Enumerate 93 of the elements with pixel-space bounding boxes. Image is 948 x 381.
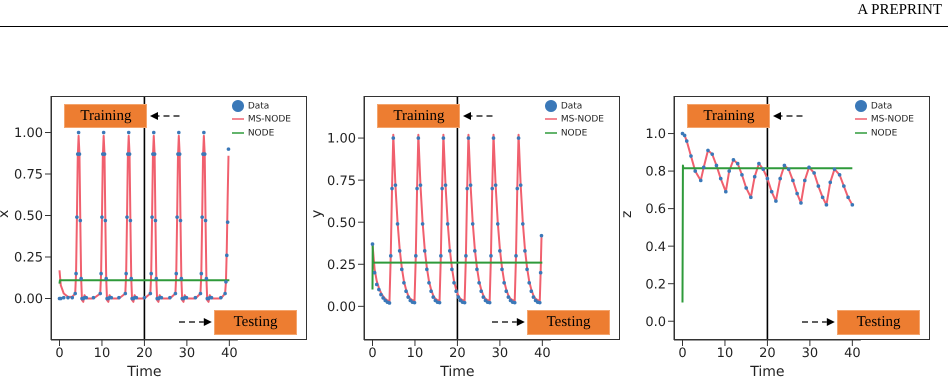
point (684, 139, 689, 143)
y-tick-label: 0.6 (645, 202, 666, 218)
point (698, 178, 703, 182)
point (807, 166, 811, 170)
x-tick-label: 20 (759, 346, 776, 362)
point (802, 178, 807, 182)
y-tick-label: 1.0 (645, 127, 666, 142)
point (702, 166, 706, 170)
point (786, 167, 790, 171)
y-axis-title: z (618, 210, 635, 218)
legend-label: NODE (248, 128, 274, 138)
point (795, 192, 799, 196)
annotation: Testing (836, 310, 920, 335)
point (744, 186, 748, 190)
x-tick-label: 20 (449, 346, 466, 362)
legend-label: MS-NODE (248, 114, 291, 125)
point (812, 171, 816, 175)
point (838, 173, 842, 177)
point (824, 203, 828, 207)
x-tick-label: 10 (406, 346, 424, 362)
y-tick-label: 0.2 (645, 277, 666, 292)
legend-label: Data (248, 101, 270, 112)
annotation: Training (64, 104, 148, 128)
point (770, 190, 774, 194)
y-tick-label: 0.50 (14, 209, 43, 224)
legend-label: MS-NODE (560, 114, 604, 125)
y-tick-label: 0.25 (327, 258, 356, 273)
y-tick-label: 0.25 (14, 250, 43, 266)
x-tick-label: 30 (802, 346, 818, 362)
y-tick-label: 0.75 (327, 174, 356, 189)
x-tick-label: 0 (678, 346, 687, 362)
x-tick-label: 20 (136, 346, 153, 362)
point (689, 154, 693, 158)
point (816, 184, 820, 188)
point (706, 148, 710, 152)
annotation: Testing (526, 310, 610, 335)
point (752, 174, 756, 179)
x-tick-label: 30 (178, 346, 196, 362)
x-tick-label: 10 (94, 346, 110, 362)
y-tick-label: 0.4 (645, 240, 666, 255)
point (799, 201, 803, 205)
legend-label: Data (560, 101, 582, 112)
x-axis-title: Time (126, 364, 162, 380)
point (828, 180, 832, 184)
point (757, 162, 761, 166)
point (766, 176, 770, 180)
y-axis-title: y (308, 210, 325, 218)
point (846, 196, 850, 200)
point (736, 162, 740, 166)
point (761, 167, 765, 171)
y-tick-label: 0.00 (327, 300, 356, 315)
point (693, 169, 698, 173)
legend-label: Data (870, 101, 892, 112)
point (778, 176, 782, 180)
y-tick-label: 0.0 (645, 314, 666, 330)
point (782, 164, 786, 168)
y-tick-label: 0.8 (645, 164, 666, 180)
point (774, 199, 778, 203)
y-tick-label: 0.75 (14, 168, 43, 183)
x-tick-label: 40 (221, 346, 238, 362)
y-tick-label: 1.00 (327, 132, 356, 147)
point (850, 203, 854, 207)
point (791, 178, 795, 182)
y-tick-label: 1.00 (14, 126, 43, 142)
y-tick-label: 0.50 (327, 216, 356, 231)
point (732, 158, 736, 162)
x-axis-title: Time (439, 364, 475, 380)
legend-label: MS-NODE (870, 114, 914, 125)
point (727, 169, 731, 173)
x-tick-label: 30 (492, 346, 508, 362)
point (749, 196, 753, 200)
annotation: Training (687, 104, 770, 128)
x-tick-label: 40 (844, 346, 861, 362)
point (710, 152, 714, 156)
x-tick-label: 10 (716, 346, 734, 362)
annotation: Training (377, 104, 460, 128)
annotation: Testing (214, 310, 298, 335)
point (832, 167, 836, 171)
text: A PREPRINT (857, 2, 942, 19)
x-tick-label: 40 (534, 346, 551, 362)
x-axis-title: Time (749, 364, 785, 380)
point (740, 173, 744, 177)
point (842, 184, 846, 188)
point (820, 196, 824, 200)
point (718, 176, 723, 180)
point (724, 190, 728, 194)
y-axis-title: x (0, 210, 12, 218)
legend-label: NODE (560, 128, 588, 138)
x-tick-label: 0 (55, 346, 64, 362)
x-tick-label: 0 (368, 346, 377, 362)
point (714, 164, 718, 168)
legend-label: NODE (870, 128, 898, 138)
y-tick-label: 0.00 (14, 292, 43, 308)
